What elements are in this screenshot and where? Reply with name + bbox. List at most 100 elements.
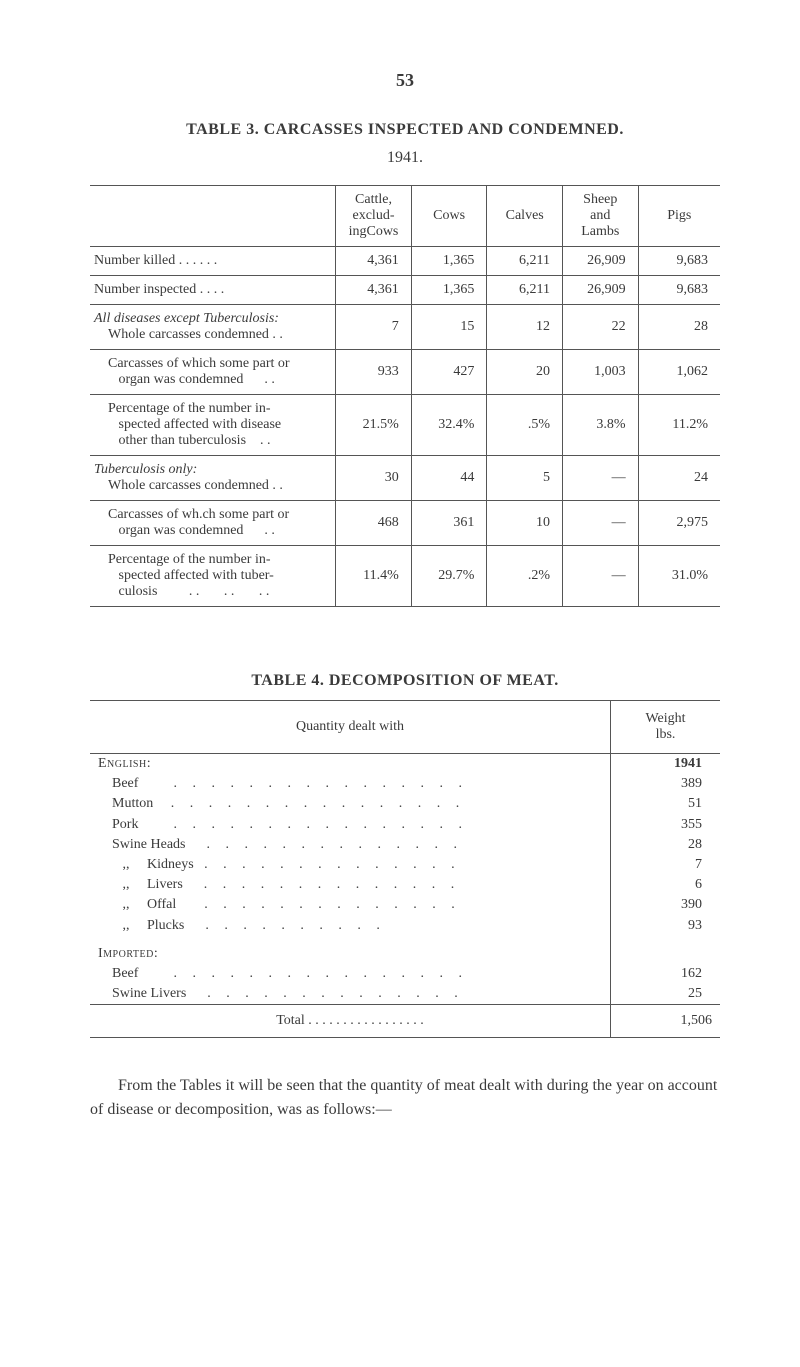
cell: 9,683	[638, 247, 720, 276]
footer-paragraph: From the Tables it will be seen that the…	[90, 1074, 720, 1122]
table-row: Beef . . . . . . . . . . . . . . . . 389	[90, 774, 720, 794]
table3-header-calves: Calves	[487, 186, 563, 247]
table4-header-row: Quantity dealt with Weightlbs.	[90, 701, 720, 754]
cell: 31.0%	[638, 546, 720, 607]
cell: 9,683	[638, 276, 720, 305]
table-3: Cattle,exclud-ingCows Cows Calves Sheepa…	[90, 185, 720, 607]
cell: 468	[336, 501, 412, 546]
row-label: Number killed . . . . . .	[90, 247, 336, 276]
table-row: All diseases except Tuberculosis: Whole …	[90, 305, 720, 350]
cell: 1,003	[562, 350, 638, 395]
cell: —	[562, 456, 638, 501]
table-row: Percentage of the number in- spected aff…	[90, 546, 720, 607]
cell: 162	[611, 964, 721, 984]
cell: 6,211	[487, 276, 563, 305]
subrow-label: Whole carcasses condemned . .	[94, 478, 283, 494]
row-label: Number inspected . . . .	[90, 276, 336, 305]
cell: 20	[487, 350, 563, 395]
cell: 361	[411, 501, 487, 546]
cell: 1,365	[411, 276, 487, 305]
cell: 28	[611, 835, 721, 855]
item-label: Mutton . . . . . . . . . . . . . . . .	[90, 794, 611, 814]
total-row: Total . . . . . . . . . . . . . . . . . …	[90, 1005, 720, 1038]
item-label: Pork . . . . . . . . . . . . . . . .	[90, 815, 611, 835]
table-row: ,, Plucks . . . . . . . . . . 93	[90, 916, 720, 936]
cell: 93	[611, 916, 721, 936]
cell: 6	[611, 875, 721, 895]
cell: 21.5%	[336, 395, 412, 456]
cell: 22	[562, 305, 638, 350]
table-row: Percentage of the number in- spected aff…	[90, 395, 720, 456]
table3-header-sheep: SheepandLambs	[562, 186, 638, 247]
table3-header-row: Cattle,exclud-ingCows Cows Calves Sheepa…	[90, 186, 720, 247]
item-label: Swine Heads . . . . . . . . . . . . . .	[90, 835, 611, 855]
spacer-row	[90, 936, 720, 944]
table-row: Carcasses of wh.ch some part or organ wa…	[90, 501, 720, 546]
table-row: ,, Livers . . . . . . . . . . . . . . 6	[90, 875, 720, 895]
cell: 7	[611, 855, 721, 875]
page: 53 TABLE 3. CARCASSES INSPECTED AND COND…	[0, 0, 800, 1178]
item-label: ,, Plucks . . . . . . . . . .	[90, 916, 611, 936]
row-label: All diseases except Tuberculosis: Whole …	[90, 305, 336, 350]
cell: 11.4%	[336, 546, 412, 607]
cell: 427	[411, 350, 487, 395]
subrow-label: Whole carcasses condemned . .	[94, 327, 283, 343]
table-row: Beef . . . . . . . . . . . . . . . . 162	[90, 964, 720, 984]
table-row: Imported:	[90, 944, 720, 964]
cell: 355	[611, 815, 721, 835]
item-label: Beef . . . . . . . . . . . . . . . .	[90, 964, 611, 984]
subrow-label: Percentage of the number in- spected aff…	[94, 401, 281, 449]
table-row: Number inspected . . . . 4,361 1,365 6,2…	[90, 276, 720, 305]
item-label: Swine Livers . . . . . . . . . . . . . .	[90, 984, 611, 1005]
table-row: Pork . . . . . . . . . . . . . . . . 355	[90, 815, 720, 835]
cell: 4,361	[336, 247, 412, 276]
cell: 29.7%	[411, 546, 487, 607]
table4-header-weight: Weightlbs.	[611, 701, 721, 754]
cell: 2,975	[638, 501, 720, 546]
cell: 51	[611, 794, 721, 814]
item-label: Beef . . . . . . . . . . . . . . . .	[90, 774, 611, 794]
table-row: Carcasses of which some part or organ wa…	[90, 350, 720, 395]
table3-header-pigs: Pigs	[638, 186, 720, 247]
cell: 933	[336, 350, 412, 395]
table4-header-quantity: Quantity dealt with	[90, 701, 611, 754]
cell: 1,062	[638, 350, 720, 395]
item-label: ,, Offal . . . . . . . . . . . . . .	[90, 895, 611, 915]
table-row: English: 1941	[90, 754, 720, 775]
table-row: Mutton . . . . . . . . . . . . . . . . 5…	[90, 794, 720, 814]
cell: 30	[336, 456, 412, 501]
subrow-label: Carcasses of which some part or organ wa…	[94, 356, 290, 388]
cell: 389	[611, 774, 721, 794]
table-row: Swine Heads . . . . . . . . . . . . . . …	[90, 835, 720, 855]
cell	[611, 944, 721, 964]
cell: 15	[411, 305, 487, 350]
cell: 26,909	[562, 247, 638, 276]
row-label: Carcasses of wh.ch some part or organ wa…	[90, 501, 336, 546]
group-imported: Imported:	[98, 946, 158, 961]
cell: —	[562, 501, 638, 546]
cell: 390	[611, 895, 721, 915]
subrow-label: Carcasses of wh.ch some part or organ wa…	[94, 507, 289, 539]
cell: 44	[411, 456, 487, 501]
table-row: Number killed . . . . . . 4,361 1,365 6,…	[90, 247, 720, 276]
page-number: 53	[90, 70, 720, 91]
row-label: Tuberculosis only: Whole carcasses conde…	[90, 456, 336, 501]
group-title: All diseases except Tuberculosis:	[94, 311, 279, 326]
row-label: Percentage of the number in- spected aff…	[90, 395, 336, 456]
cell: 7	[336, 305, 412, 350]
table-4: Quantity dealt with Weightlbs. English: …	[90, 700, 720, 1038]
cell-year: 1941	[611, 754, 721, 775]
table-row: ,, Kidneys . . . . . . . . . . . . . . 7	[90, 855, 720, 875]
table3-header-cows: Cows	[411, 186, 487, 247]
cell: 6,211	[487, 247, 563, 276]
cell: 3.8%	[562, 395, 638, 456]
table3-header-blank	[90, 186, 336, 247]
item-label: ,, Livers . . . . . . . . . . . . . .	[90, 875, 611, 895]
group-title: Tuberculosis only:	[94, 462, 197, 477]
item-label: ,, Kidneys . . . . . . . . . . . . . .	[90, 855, 611, 875]
cell: 32.4%	[411, 395, 487, 456]
total-value: 1,506	[611, 1005, 721, 1038]
cell: 24	[638, 456, 720, 501]
row-label: Carcasses of which some part or organ wa…	[90, 350, 336, 395]
cell: 4,361	[336, 276, 412, 305]
